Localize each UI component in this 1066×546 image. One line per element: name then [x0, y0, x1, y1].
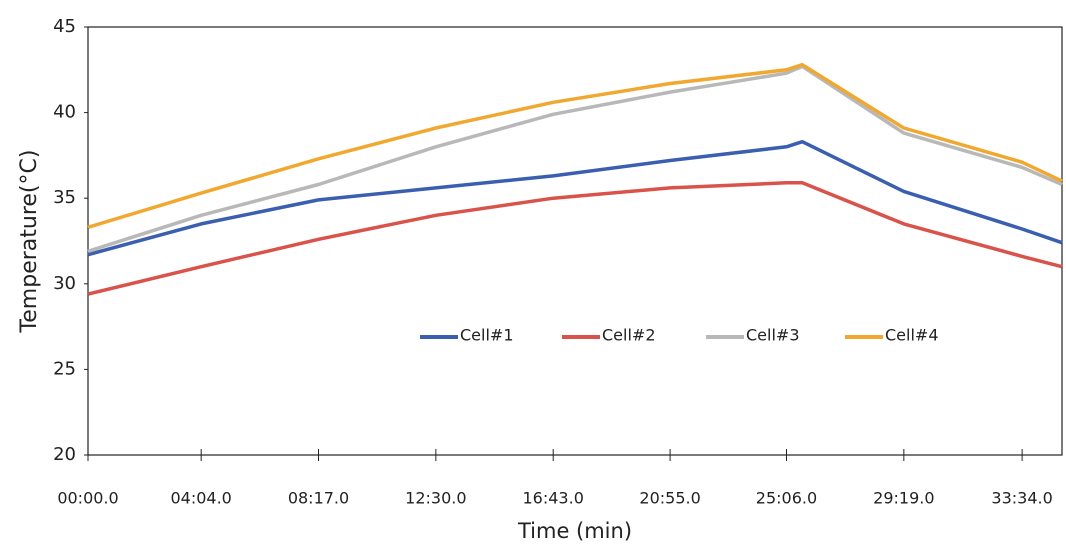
- x-tick-label: 12:30.0: [405, 489, 466, 508]
- x-tick-label: 08:17.0: [288, 489, 349, 508]
- x-tick-label: 16:43.0: [523, 489, 584, 508]
- plot-frame: [87, 26, 1063, 456]
- series-line: [87, 181, 1063, 296]
- legend-label: Cell#1: [460, 326, 514, 345]
- x-tick-label: 25:06.0: [756, 489, 817, 508]
- legend-label: Cell#3: [746, 326, 800, 345]
- x-tick-label: 04:04.0: [170, 489, 231, 508]
- x-tick-label: 33:34.0: [991, 489, 1052, 508]
- y-tick-label: 25: [53, 358, 76, 379]
- series-line: [87, 139, 1063, 257]
- x-tick-label: 00:00.0: [57, 489, 118, 508]
- series-line: [87, 62, 1063, 229]
- y-tick-label: 35: [53, 187, 76, 208]
- x-axis-label: Time (min): [517, 519, 632, 543]
- y-tick-label: 20: [53, 444, 76, 465]
- y-tick-label: 45: [53, 16, 76, 37]
- legend-label: Cell#2: [602, 326, 656, 345]
- y-tick-label: 40: [53, 102, 76, 123]
- x-tick-label: 29:19.0: [873, 489, 934, 508]
- series-line: [87, 64, 1063, 253]
- y-tick-label: 30: [53, 273, 76, 294]
- legend-label: Cell#4: [885, 326, 939, 345]
- x-tick-label: 20:55.0: [639, 489, 700, 508]
- y-axis-label: Temperature(°C): [17, 150, 42, 334]
